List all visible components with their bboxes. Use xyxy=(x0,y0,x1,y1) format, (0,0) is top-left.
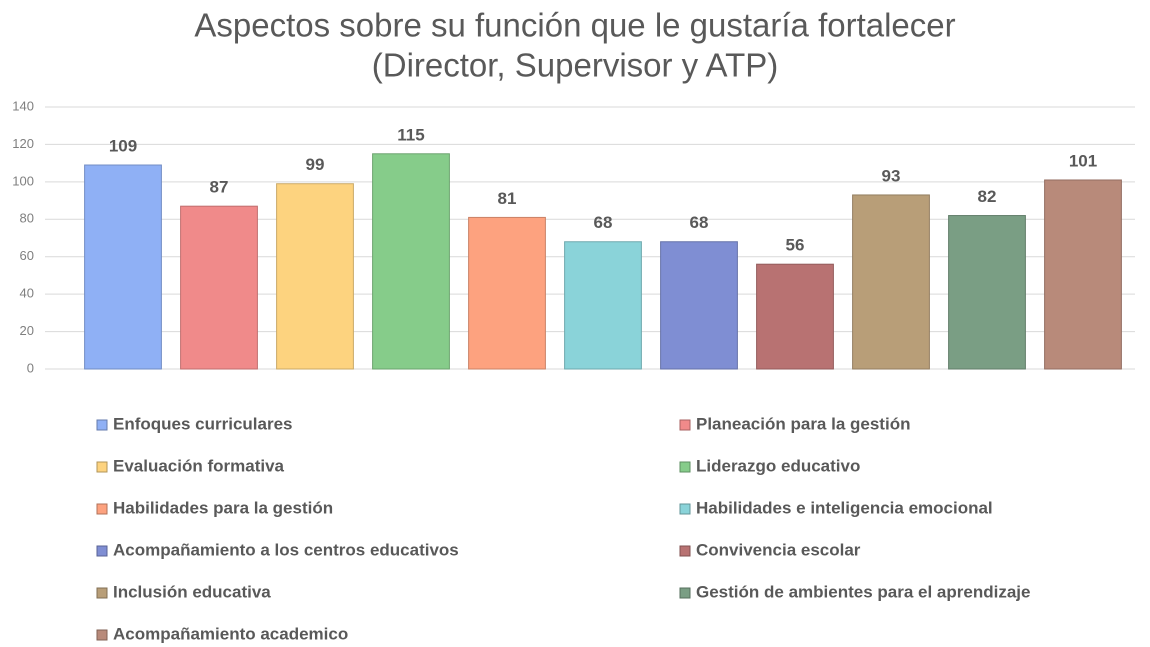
bar xyxy=(948,215,1026,370)
y-tick-label: 100 xyxy=(12,173,34,188)
value-label: 87 xyxy=(210,178,229,197)
value-label: 109 xyxy=(109,136,137,155)
legend-label: Convivencia escolar xyxy=(696,540,861,559)
y-tick-label: 140 xyxy=(12,98,34,113)
legend-label: Acompañamiento a los centros educativos xyxy=(113,540,459,559)
y-tick-label: 60 xyxy=(20,248,34,263)
legend-swatch xyxy=(96,503,108,515)
legend-label: Enfoques curriculares xyxy=(113,414,293,433)
y-tick-label: 40 xyxy=(20,286,34,301)
bar xyxy=(84,164,162,370)
bar xyxy=(756,263,834,370)
value-label: 68 xyxy=(690,213,709,232)
bar xyxy=(564,241,642,370)
legend-label: Habilidades para la gestión xyxy=(113,498,333,517)
value-label: 101 xyxy=(1069,151,1097,170)
y-tick-label: 120 xyxy=(12,136,34,151)
legend-label: Inclusión educativa xyxy=(113,582,271,601)
bar xyxy=(1044,179,1122,370)
legend-label: Liderazgo educativo xyxy=(696,456,860,475)
value-label: 115 xyxy=(397,125,424,144)
bar xyxy=(180,205,258,370)
legend-label: Acompañamiento academico xyxy=(113,624,348,643)
legend-swatch xyxy=(679,587,691,599)
legend-label: Gestión de ambientes para el aprendizaje xyxy=(696,582,1030,601)
legend-swatch xyxy=(679,503,691,515)
y-tick-label: 80 xyxy=(20,211,34,226)
y-tick-label: 20 xyxy=(20,323,34,338)
legend-swatch xyxy=(96,629,108,641)
legend-swatch xyxy=(96,587,108,599)
y-tick-label: 0 xyxy=(27,360,34,375)
bar xyxy=(852,194,930,370)
value-label: 82 xyxy=(978,187,997,206)
value-label: 81 xyxy=(498,189,517,208)
legend-swatch xyxy=(96,419,108,431)
bar xyxy=(276,183,354,370)
value-label: 68 xyxy=(594,213,613,232)
legend-swatch xyxy=(96,545,108,557)
value-label: 93 xyxy=(882,166,901,185)
bar xyxy=(372,153,450,370)
legend-swatch xyxy=(679,461,691,473)
bar xyxy=(468,216,546,370)
value-label: 56 xyxy=(786,236,805,255)
value-label: 99 xyxy=(306,155,325,174)
legend-swatch xyxy=(96,461,108,473)
legend-label: Evaluación formativa xyxy=(113,456,285,475)
legend-label: Planeación para la gestión xyxy=(696,414,910,433)
chart-title: (Director, Supervisor y ATP) xyxy=(372,47,779,84)
bar xyxy=(660,241,738,370)
legend-swatch xyxy=(679,419,691,431)
legend-label: Habilidades e inteligencia emocional xyxy=(696,498,993,517)
chart-title: Aspectos sobre su función que le gustarí… xyxy=(194,7,955,44)
legend-swatch xyxy=(679,545,691,557)
